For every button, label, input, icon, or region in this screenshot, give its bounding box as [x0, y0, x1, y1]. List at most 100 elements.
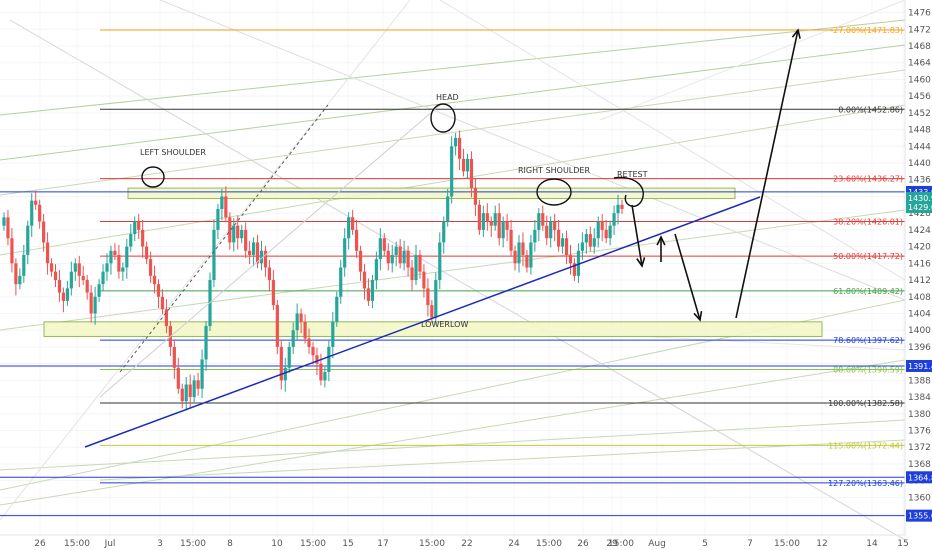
candle-body — [600, 221, 604, 230]
candle-body — [584, 234, 588, 243]
candle-body — [188, 384, 192, 398]
candle-body — [133, 221, 137, 235]
candle-body — [572, 263, 577, 276]
candle-body — [327, 346, 331, 372]
fib-anchor-line — [99, 104, 441, 398]
price-tick-label: 1404 — [908, 309, 931, 319]
drawings — [84, 28, 801, 448]
candle-body — [192, 380, 196, 398]
candle-body — [576, 250, 581, 276]
candle-body — [251, 242, 256, 255]
candle-body — [73, 263, 77, 272]
fib-level-label: 127.20%(1363.46) — [828, 479, 903, 488]
candle-body — [620, 204, 624, 209]
time-tick-label: 24 — [508, 539, 520, 549]
price-tick-label: 1372 — [908, 443, 931, 453]
fib-level-label: 88.60%(1390.59) — [833, 366, 903, 375]
candle-body — [30, 200, 34, 226]
candle-body — [224, 196, 228, 218]
price-tick-label: 1384 — [908, 393, 931, 403]
arrow-down-2 — [674, 233, 701, 321]
candle-body — [279, 346, 283, 381]
candle-body — [216, 208, 220, 230]
candle-body — [117, 254, 121, 272]
price-tick-label: 1448 — [908, 126, 931, 136]
price-tag-label: 1355.63 — [908, 512, 932, 521]
time-axis: 26 15:00 Jul 3 15:00 8 10 15:00 15 17 15:00 22 24 15:… — [0, 534, 909, 549]
candle-body — [588, 234, 592, 247]
price-tick-label: 1444 — [908, 142, 931, 152]
fan-line — [0, 359, 906, 506]
candle-body — [580, 242, 584, 251]
candle-body — [362, 271, 367, 289]
head-circle — [430, 103, 456, 133]
price-tag-bg — [906, 471, 932, 484]
arrow-up-2 — [735, 29, 799, 319]
fan-line — [439, 0, 906, 281]
candle-body — [473, 188, 478, 205]
candle-body — [347, 217, 351, 239]
candle-body — [481, 213, 485, 230]
candle-body — [446, 196, 450, 222]
price-tag-bg — [906, 359, 932, 372]
candle-body — [461, 158, 466, 172]
horizontal-levels — [0, 191, 905, 517]
zone-box — [43, 321, 823, 337]
price-tags: 1433.081430.921429.091391.441364.811355.… — [906, 185, 932, 522]
fib-level-label: 61.80%(1409.42) — [833, 287, 903, 296]
annotation-label: LEFT SHOULDER — [140, 148, 206, 157]
fib-level-label: 0.00%(1452.86) — [838, 105, 903, 114]
price-tick-label: 1436 — [908, 176, 931, 186]
candle-body — [85, 280, 89, 293]
dashed-projection-line — [119, 104, 329, 373]
time-tick-label: 17 — [377, 539, 388, 549]
candle-body — [378, 238, 382, 260]
candle-body — [454, 137, 458, 147]
candle-body — [204, 326, 208, 360]
price-tick-label: 1460 — [908, 75, 931, 85]
fib-level-label: 100.00%(1382.58) — [828, 399, 903, 408]
candle-body — [176, 367, 180, 389]
candle-body — [457, 137, 462, 159]
candle-body — [267, 267, 272, 281]
candle-body — [18, 275, 22, 285]
candle-body — [184, 384, 188, 402]
candle-body — [200, 359, 204, 389]
price-tick-label: 1388 — [908, 376, 931, 386]
fib-level-label: 115.00%(1372.44) — [828, 441, 903, 450]
rising-trendline — [84, 196, 761, 448]
candle-body — [477, 204, 481, 230]
candle-body — [81, 275, 85, 281]
price-tick-label: 1400 — [908, 326, 931, 336]
candle-body — [97, 284, 101, 297]
candle-body — [525, 254, 529, 268]
fib-level-label: 23.60%(1436.27) — [833, 175, 903, 184]
candle-body — [263, 250, 268, 268]
candle-body — [339, 267, 343, 297]
candle-body — [89, 292, 93, 314]
candle-body — [299, 313, 303, 322]
candle-body — [145, 246, 149, 260]
price-tick-label: 1452 — [908, 109, 931, 119]
candle-body — [307, 338, 311, 347]
candlesticks — [2, 130, 624, 411]
fibonacci-levels: -27.00%(1471.83) 0.00%(1452.86) 23.60%(143… — [100, 26, 905, 488]
candle-body — [26, 225, 30, 255]
fib-level-label: 78.60%(1397.62) — [833, 336, 903, 345]
candle-body — [469, 158, 474, 189]
price-tick-label: 1412 — [908, 276, 931, 286]
candle-body — [45, 242, 50, 264]
candle-body — [240, 229, 244, 239]
candle-body — [141, 229, 145, 247]
candle-body — [109, 250, 113, 264]
right-shoulder-circle — [536, 178, 572, 206]
annotations: LEFT SHOULDER HEAD RIGHT SHOULDER RETEST LOW… — [140, 93, 648, 329]
candle-body — [390, 254, 394, 264]
price-tick-label: 1424 — [908, 226, 931, 236]
candle-body — [196, 380, 200, 389]
price-tick-label: 1416 — [908, 259, 931, 269]
candle-body — [180, 388, 184, 402]
candle-body — [129, 234, 133, 247]
candle-body — [450, 146, 454, 197]
candle-body — [414, 254, 418, 281]
